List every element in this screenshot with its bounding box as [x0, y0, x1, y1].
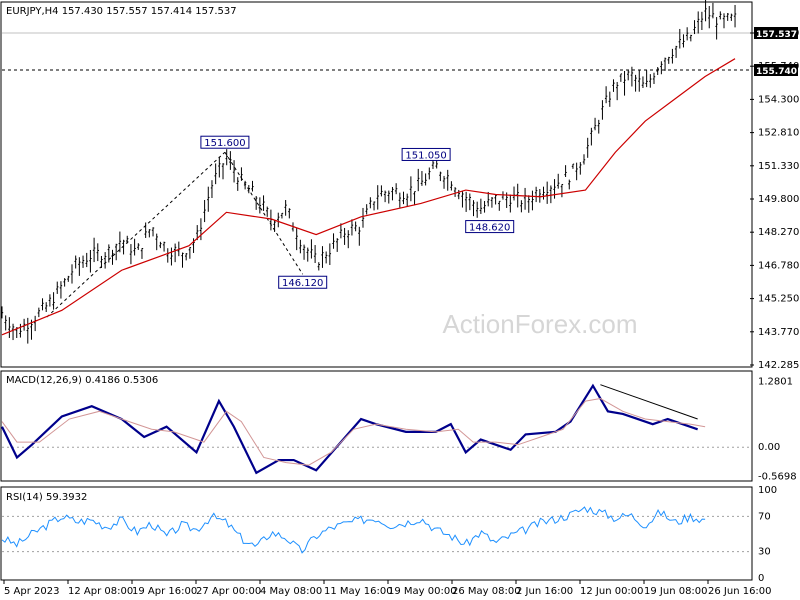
price-annotation-box — [278, 275, 328, 289]
y-tick-label: 149.800 — [758, 194, 799, 205]
rsi-tick-label: 30 — [758, 547, 771, 558]
price-layer: 157.080155.740154.300152.810151.330149.8… — [0, 0, 799, 371]
y-tick-label: 151.330 — [758, 161, 799, 172]
x-tick-label: 19 Apr 16:00 — [132, 586, 197, 597]
rsi-panel — [0, 486, 753, 581]
x-tick-label: 12 Apr 08:00 — [68, 586, 133, 597]
y-tick-label: 148.270 — [758, 227, 799, 238]
x-tick-label: 19 May 00:00 — [388, 586, 457, 597]
y-tick-label: 146.780 — [758, 260, 799, 271]
rsi-line — [1, 506, 706, 554]
trend-line — [46, 151, 226, 318]
x-tick-label: 26 May 08:00 — [452, 586, 521, 597]
price-annotation-box — [465, 220, 515, 234]
macd-panel — [0, 370, 753, 482]
price-annotation: 146.120 — [282, 278, 323, 289]
macd-signal-line — [1, 397, 706, 466]
x-tick-label: 27 Apr 00:00 — [196, 586, 261, 597]
rsi-title: RSI(14) 59.3932 — [6, 492, 87, 503]
x-tick-label: 26 Jun 16:00 — [708, 586, 772, 597]
price-annotation: 151.600 — [204, 138, 245, 149]
rsi-tick-label: 70 — [758, 511, 771, 522]
watermark: ActionForex.com — [442, 309, 637, 339]
last-price-label: 157.537 — [756, 30, 797, 40]
macd-title: MACD(12,26,9) 0.4186 0.5306 — [6, 375, 158, 386]
macd-line — [1, 383, 698, 475]
level-price-tag — [754, 64, 798, 76]
price-annotation: 151.050 — [405, 150, 446, 161]
y-tick-label: 154.300 — [758, 94, 799, 105]
price-panel — [0, 1, 753, 368]
y-tick-label: 142.285 — [758, 360, 799, 371]
x-tick-label: 19 Jun 08:00 — [644, 586, 708, 597]
x-tick-label: 11 May 16:00 — [324, 586, 393, 597]
moving-average-line — [1, 58, 736, 336]
rsi-tick-label: 0 — [758, 573, 764, 584]
y-tick-label: 143.770 — [758, 327, 799, 338]
x-tick-label: 4 May 08:00 — [260, 586, 322, 597]
macd-tick-label: -0.5698 — [758, 471, 797, 482]
level-price-label: 155.740 — [756, 67, 797, 77]
y-tick-label: 152.810 — [758, 128, 799, 139]
macd-trend-line — [600, 384, 698, 420]
macd-tick-label: 0.00 — [758, 442, 780, 453]
x-tick-label: 5 Apr 2023 — [4, 586, 59, 597]
price-title: EURJPY,H4 157.430 157.557 157.414 157.53… — [6, 6, 237, 17]
trend-line — [224, 151, 304, 275]
x-tick-label: 12 Jun 00:00 — [580, 586, 644, 597]
last-price-tag — [754, 27, 798, 39]
price-annotation: 148.620 — [469, 223, 510, 234]
y-tick-label: 145.250 — [758, 294, 799, 305]
price-annotation-box — [200, 135, 250, 149]
price-annotation-box — [401, 147, 451, 161]
x-tick-label: 2 Jun 16:00 — [516, 586, 573, 597]
rsi-layer: 100 70 30 0 — [1, 485, 777, 584]
macd-tick-label: 1.2801 — [758, 377, 793, 388]
rsi-tick-label: 100 — [758, 485, 777, 496]
macd-layer: 1.2801 0.00 -0.5698 — [1, 377, 797, 482]
